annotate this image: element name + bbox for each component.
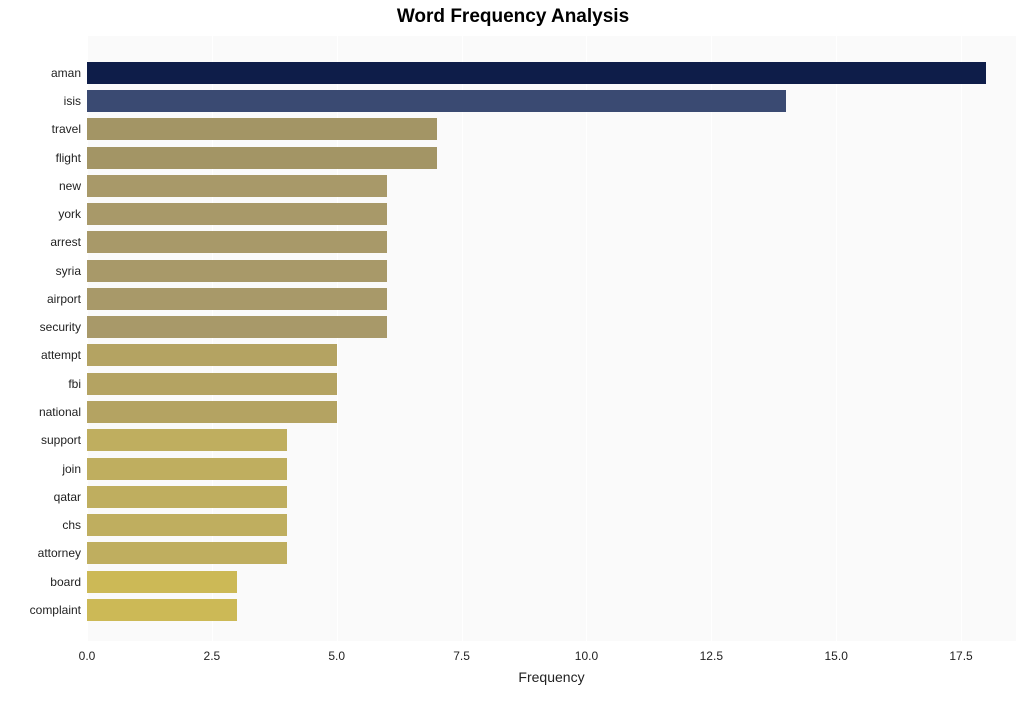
bar — [87, 118, 437, 140]
bar — [87, 62, 986, 84]
grid-line — [961, 36, 962, 641]
bar — [87, 175, 387, 197]
y-tick-label: national — [39, 405, 81, 419]
y-tick-label: qatar — [54, 490, 81, 504]
x-tick-label: 2.5 — [204, 649, 221, 663]
bar — [87, 429, 287, 451]
y-tick-label: flight — [56, 151, 81, 165]
y-tick-label: new — [59, 179, 81, 193]
bar — [87, 571, 237, 593]
y-tick-label: join — [62, 462, 81, 476]
grid-line — [586, 36, 587, 641]
y-tick-label: isis — [64, 94, 81, 108]
y-tick-label: support — [41, 433, 81, 447]
y-tick-label: complaint — [30, 603, 81, 617]
bar — [87, 401, 337, 423]
x-tick-label: 17.5 — [949, 649, 972, 663]
bar — [87, 316, 387, 338]
chart-title: Word Frequency Analysis — [0, 6, 1026, 28]
grid-line — [836, 36, 837, 641]
bar — [87, 344, 337, 366]
bar — [87, 203, 387, 225]
y-tick-label: travel — [52, 122, 81, 136]
x-tick-label: 5.0 — [328, 649, 345, 663]
y-tick-label: airport — [47, 292, 81, 306]
y-tick-label: attorney — [38, 546, 81, 560]
y-tick-label: fbi — [68, 377, 81, 391]
bar — [87, 147, 437, 169]
bar — [87, 90, 786, 112]
y-tick-label: syria — [56, 264, 81, 278]
grid-line — [711, 36, 712, 641]
x-tick-label: 15.0 — [825, 649, 848, 663]
y-tick-label: arrest — [50, 235, 81, 249]
x-tick-label: 0.0 — [79, 649, 96, 663]
bar — [87, 599, 237, 621]
x-tick-label: 10.0 — [575, 649, 598, 663]
y-tick-label: board — [50, 575, 81, 589]
bar — [87, 260, 387, 282]
bar — [87, 288, 387, 310]
y-tick-label: security — [40, 320, 81, 334]
chart-container: Word Frequency Analysis Frequency 0.02.5… — [0, 0, 1026, 701]
x-tick-label: 12.5 — [700, 649, 723, 663]
bar — [87, 231, 387, 253]
grid-line — [462, 36, 463, 641]
y-tick-label: york — [58, 207, 81, 221]
y-tick-label: attempt — [41, 348, 81, 362]
y-tick-label: chs — [62, 518, 81, 532]
bar — [87, 373, 337, 395]
y-tick-label: aman — [51, 66, 81, 80]
bar — [87, 514, 287, 536]
bar — [87, 458, 287, 480]
plot-area: Frequency 0.02.55.07.510.012.515.017.5am… — [87, 36, 1016, 641]
x-axis-title: Frequency — [518, 669, 584, 685]
x-tick-label: 7.5 — [453, 649, 470, 663]
bar — [87, 486, 287, 508]
bar — [87, 542, 287, 564]
